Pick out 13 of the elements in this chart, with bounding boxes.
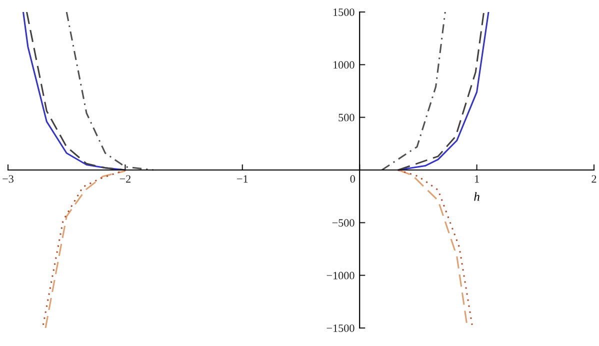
- y-tick-label: 1500: [333, 8, 354, 16]
- x-axis-title: h: [474, 192, 480, 201]
- x-tick-label: 0: [350, 175, 356, 183]
- y-tick-label: 1000: [333, 61, 354, 69]
- x-tick-label: −2: [120, 175, 130, 183]
- y-tick-label: −500: [332, 219, 354, 227]
- y-tick-label: −1000: [326, 272, 354, 280]
- y-tick-label: 500: [338, 114, 354, 122]
- y-tick-label: −1500: [326, 324, 354, 332]
- x-tick-label: 1: [475, 175, 479, 183]
- x-tick-label: 2: [592, 175, 596, 183]
- x-tick-label: −1: [237, 175, 248, 183]
- x-tick-label: −3: [2, 175, 14, 183]
